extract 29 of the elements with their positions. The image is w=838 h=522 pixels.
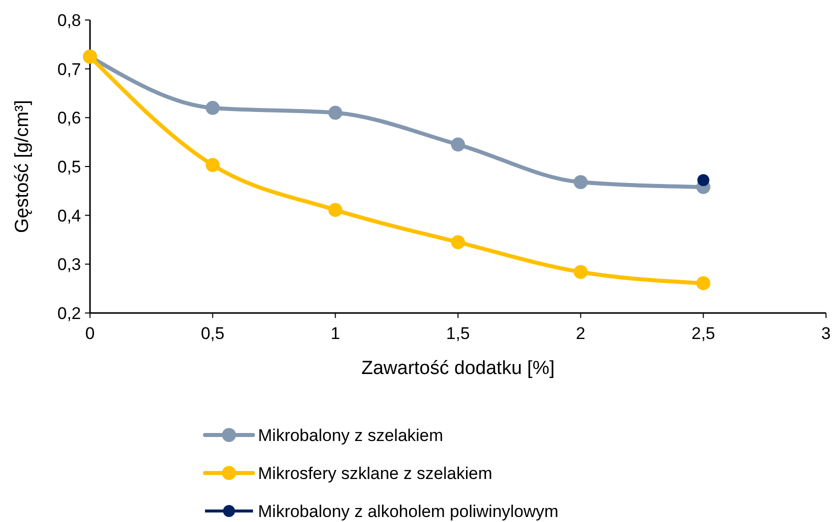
- point: [328, 106, 342, 120]
- point: [574, 175, 588, 190]
- x-tick-label: 1,5: [446, 324, 470, 343]
- x-tick-label: 0: [85, 324, 95, 343]
- x-tick-label: 2,5: [692, 324, 716, 343]
- x-axis-title: Zawartość dodatku [%]: [361, 358, 555, 379]
- y-tick-label: 0,8: [57, 10, 81, 30]
- legend-label: Mikrobalony z alkoholem poliwinylowym: [258, 502, 558, 521]
- point: [697, 174, 710, 186]
- point: [206, 158, 220, 172]
- y-tick-label: 0,7: [57, 60, 81, 79]
- point: [328, 202, 342, 217]
- y-tick-label: 0,2: [57, 304, 81, 323]
- y-axis-title: Gęstość [g/cm³]: [12, 100, 33, 234]
- point: [574, 264, 588, 279]
- x-tick-label: 2: [576, 324, 586, 343]
- x-tick-label: 1: [330, 324, 340, 343]
- point: [451, 138, 465, 152]
- point: [451, 235, 465, 250]
- y-tick-label: 0,4: [57, 206, 81, 226]
- y-tick-label: 0,3: [57, 255, 81, 274]
- x-tick-label: 3: [821, 324, 831, 343]
- y-tick-label: 0,5: [57, 157, 81, 176]
- x-tick-label: 0,5: [200, 324, 224, 343]
- point: [696, 276, 710, 290]
- y-tick-label: 0,6: [57, 108, 81, 128]
- point: [206, 100, 220, 115]
- legend-label: Mikrosfery szklane z szelakiem: [258, 464, 492, 483]
- legend-label: Mikrobalony z szelakiem: [258, 426, 444, 445]
